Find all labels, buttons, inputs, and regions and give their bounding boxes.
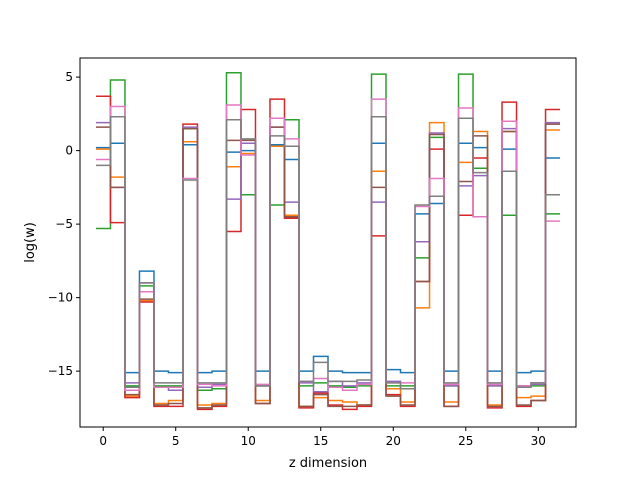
x-tick-label: 25	[458, 434, 473, 448]
y-axis-label: log(w)	[23, 222, 38, 263]
y-tick-label: 0	[65, 144, 73, 158]
plot-layer	[95, 71, 561, 411]
series-line-1	[95, 142, 561, 374]
x-tick-label: 20	[386, 434, 401, 448]
x-tick-label: 10	[241, 434, 256, 448]
x-tick-label: 15	[313, 434, 328, 448]
axes-frame	[79, 57, 577, 428]
series-line-8	[95, 116, 561, 390]
y-tick-label: −10	[48, 291, 73, 305]
x-axis-label: z dimension	[289, 456, 367, 471]
y-tick-label: −15	[48, 364, 73, 378]
series-line-6	[95, 123, 561, 409]
x-ticks: 0 5 10 15 20 25 30	[99, 427, 546, 448]
y-ticks: −15 −10 −5 0 5	[48, 70, 80, 378]
y-tick-label: −5	[55, 217, 73, 231]
y-tick-label: 5	[65, 70, 73, 84]
x-tick-label: 30	[531, 434, 546, 448]
x-tick-label: 0	[99, 434, 107, 448]
x-tick-label: 5	[172, 434, 180, 448]
